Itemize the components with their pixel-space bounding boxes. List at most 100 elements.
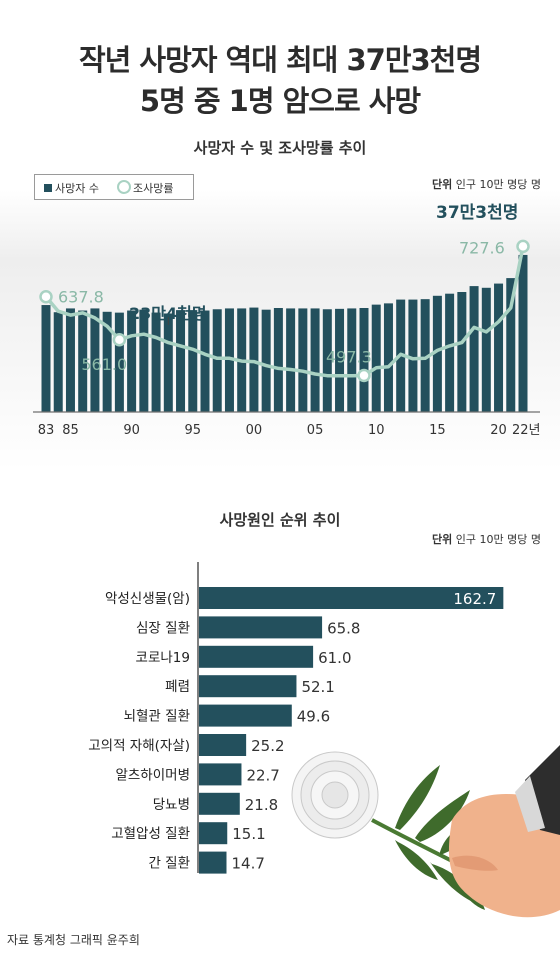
deaths-bar-1995: [188, 310, 198, 412]
deaths-bar-1986: [78, 310, 88, 412]
deaths-bar-2001: [261, 309, 271, 412]
cause-bar-2: [199, 616, 323, 639]
chart1-legend: 사망자 수 조사망률: [34, 174, 194, 200]
deaths-bar-1991: [139, 309, 149, 412]
cause-bar-5: [199, 704, 292, 727]
cause-label-4: 폐렴: [165, 679, 190, 695]
x-tick-2000: 00: [246, 423, 263, 438]
deaths-bar-2009: [359, 308, 369, 412]
cause-label-10: 간 질환: [148, 856, 190, 872]
deaths-bar-1992: [151, 312, 161, 412]
deaths-bar-2014: [420, 299, 430, 412]
headline-line-1: 작년 사망자 역대 최대 37만3천명: [78, 43, 482, 77]
cause-bar-3: [199, 645, 314, 668]
cause-value-9: 15.1: [232, 825, 265, 843]
chart2-unit-label: 단위: [432, 533, 453, 546]
chart1-unit-label: 단위: [432, 178, 453, 191]
flower-petals: [291, 751, 379, 839]
deaths-bar-1988: [102, 311, 112, 412]
cause-bar-4: [199, 675, 297, 698]
cause-label-2: 심장 질환: [136, 620, 190, 636]
x-tick-2005: 05: [307, 423, 324, 438]
deaths-bar-1993: [163, 313, 173, 412]
cause-bar-8: [199, 792, 240, 815]
chart2-title: 사망원인 순위 추이: [219, 511, 341, 529]
cause-bar-7: [199, 763, 242, 786]
x-tick-2015: 15: [429, 423, 446, 438]
deaths-bar-2007: [335, 308, 345, 412]
deaths-bar-1989: [114, 312, 124, 412]
deaths-bar-2022: [518, 254, 528, 412]
cause-label-1: 악성신생물(암): [105, 591, 190, 607]
deaths-bar-1984: [53, 312, 63, 412]
rate-label-1989: 561.0: [81, 355, 127, 374]
cause-value-6: 25.2: [251, 737, 284, 755]
cause-bar-1: [199, 587, 504, 609]
source-credit: 자료 통계청 그래픽 윤주희: [7, 933, 140, 947]
cause-bar-10: [199, 851, 227, 874]
deaths-bar-2000: [249, 307, 259, 412]
rate-point-1983: [39, 289, 53, 304]
chart1-title: 사망자 수 및 조사망률 추이: [193, 139, 367, 157]
deaths-bar-2013: [408, 299, 418, 412]
deaths-bar-2003: [286, 308, 296, 412]
x-tick-1985: 85: [62, 423, 79, 438]
legend-line-swatch: [117, 180, 131, 194]
headline-line-2: 5명 중 1명 암으로 사망: [139, 84, 421, 118]
cause-label-3: 코로나19: [136, 650, 190, 666]
chart1-unit: 단위 인구 10만 명당 명: [432, 176, 541, 192]
cause-bar-9: [199, 822, 228, 845]
x-tick-1983: 83: [38, 423, 55, 438]
cause-value-8: 21.8: [245, 796, 278, 814]
x-tick-1995: 95: [184, 423, 201, 438]
chart2-unit: 단위 인구 10만 명당 명: [432, 531, 541, 547]
cause-label-7: 알츠하이머병: [115, 767, 190, 783]
cause-value-7: 22.7: [246, 766, 279, 784]
sleeve: [515, 745, 560, 835]
deaths-bar-1985: [65, 308, 75, 412]
deaths-bar-2017: [457, 292, 467, 412]
rate-point-1989: [112, 333, 127, 347]
deaths-label-2022: 37만3천명: [436, 203, 518, 223]
rate-point-2009: [357, 368, 371, 383]
deaths-bar-2011: [383, 303, 393, 412]
cause-value-2: 65.8: [327, 619, 360, 637]
cause-value-4: 52.1: [301, 678, 334, 696]
chart1-unit-text: 인구 10만 명당 명: [455, 178, 541, 191]
cause-bar-6: [199, 734, 247, 756]
deaths-bar-2002: [273, 308, 283, 412]
cause-label-8: 당뇨병: [153, 797, 190, 813]
x-tick-2022: 22년: [512, 423, 541, 438]
deaths-bar-1990: [127, 310, 137, 412]
deaths-bar-1998: [224, 308, 234, 412]
cause-value-1: 162.7: [453, 590, 496, 608]
rate-label-2009: 497.3: [326, 347, 372, 366]
deaths-bar-1994: [176, 310, 186, 412]
deaths-label-1993: 23만4천명: [129, 304, 207, 323]
deaths-bar-2008: [347, 308, 357, 412]
deaths-bar-1996: [200, 310, 210, 412]
deaths-bar-2005: [310, 308, 320, 412]
deaths-bar-2021: [506, 278, 516, 412]
chart2-unit-text: 인구 10만 명당 명: [455, 533, 541, 546]
rate-label-1983: 637.8: [58, 288, 104, 307]
x-tick-1990: 90: [123, 423, 140, 438]
deaths-bar-2006: [322, 309, 332, 412]
deaths-bar-1983: [41, 305, 51, 412]
x-tick-2020: 20: [490, 423, 507, 438]
deaths-bar-2020: [494, 283, 504, 412]
deaths-bar-2015: [432, 295, 442, 412]
deaths-bar-1997: [212, 309, 222, 412]
deaths-bar-2018: [469, 286, 479, 412]
legend-deaths-label: 사망자 수: [55, 182, 99, 195]
deaths-bar-2019: [481, 287, 491, 412]
deaths-bar-2004: [298, 308, 308, 412]
deaths-bar-2010: [371, 304, 381, 412]
cause-label-5: 뇌혈관 질환: [124, 709, 190, 725]
deaths-trend-chart: 637.8 561.0 497.3 727.6 23만4천명 37만3천명 83 85 90 95…: [33, 203, 541, 438]
cause-value-5: 49.6: [297, 708, 330, 726]
cause-value-3: 61.0: [318, 649, 351, 667]
rate-point-2022: [516, 239, 530, 254]
